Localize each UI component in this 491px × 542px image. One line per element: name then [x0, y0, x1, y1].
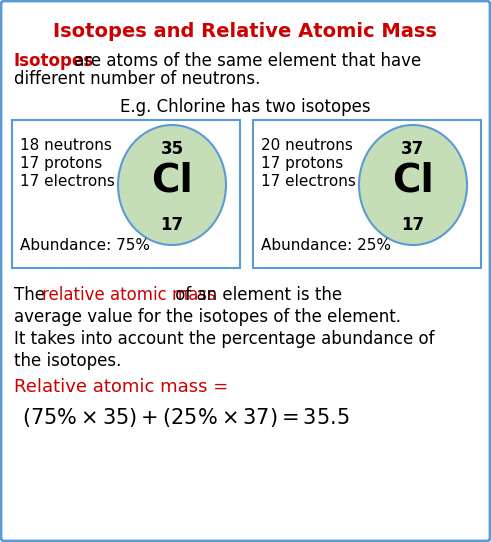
Text: 17 protons: 17 protons [20, 156, 102, 171]
Text: average value for the isotopes of the element.: average value for the isotopes of the el… [14, 308, 401, 326]
Text: 37: 37 [401, 140, 425, 158]
Text: 17: 17 [402, 216, 425, 234]
Text: are atoms of the same element that have: are atoms of the same element that have [69, 52, 421, 70]
Text: the isotopes.: the isotopes. [14, 352, 121, 370]
Ellipse shape [118, 125, 226, 245]
Text: 17 electrons: 17 electrons [261, 174, 356, 189]
FancyBboxPatch shape [12, 120, 240, 268]
Text: Isotopes: Isotopes [14, 52, 94, 70]
Text: E.g. Chlorine has two isotopes: E.g. Chlorine has two isotopes [120, 98, 370, 116]
Text: of an element is the: of an element is the [170, 286, 342, 304]
Text: It takes into account the percentage abundance of: It takes into account the percentage abu… [14, 330, 435, 348]
Text: 17: 17 [161, 216, 184, 234]
Text: 18 neutrons: 18 neutrons [20, 138, 112, 153]
Ellipse shape [359, 125, 467, 245]
Text: 17 protons: 17 protons [261, 156, 343, 171]
Text: 17 electrons: 17 electrons [20, 174, 115, 189]
FancyBboxPatch shape [253, 120, 481, 268]
Text: relative atomic mass: relative atomic mass [42, 286, 216, 304]
Text: different number of neutrons.: different number of neutrons. [14, 70, 260, 88]
Text: 35: 35 [161, 140, 184, 158]
Text: The: The [14, 286, 50, 304]
Text: Abundance: 75%: Abundance: 75% [20, 238, 150, 253]
Text: 20 neutrons: 20 neutrons [261, 138, 353, 153]
Text: $(75\%\times35)+(25\%\times37)=35.5$: $(75\%\times35)+(25\%\times37)=35.5$ [22, 406, 350, 429]
Text: Isotopes and Relative Atomic Mass: Isotopes and Relative Atomic Mass [53, 22, 437, 41]
Text: Abundance: 25%: Abundance: 25% [261, 238, 391, 253]
Text: Relative atomic mass =: Relative atomic mass = [14, 378, 228, 396]
Text: Cl: Cl [392, 162, 434, 200]
Text: Cl: Cl [151, 162, 193, 200]
